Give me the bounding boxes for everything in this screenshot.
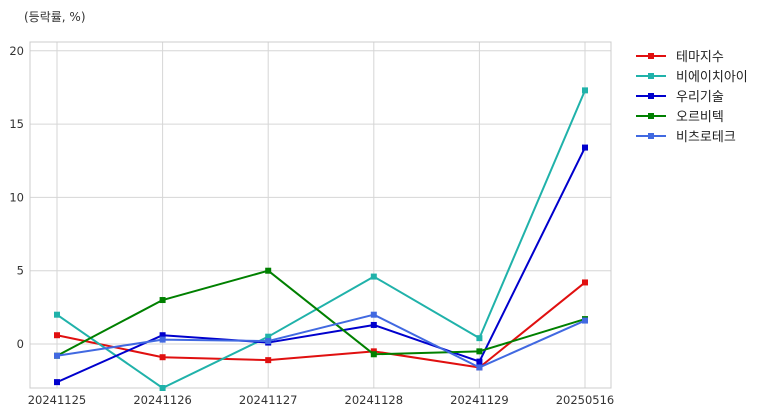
grid bbox=[30, 42, 611, 388]
legend-marker bbox=[648, 53, 654, 59]
data-point bbox=[370, 351, 377, 358]
data-point bbox=[159, 336, 166, 343]
legend-entry: 오르비텍 bbox=[636, 110, 724, 125]
data-point bbox=[265, 267, 272, 274]
legend-label: 비에이치아이 bbox=[676, 70, 748, 85]
legend-marker bbox=[648, 93, 654, 99]
data-point bbox=[54, 332, 60, 339]
data-point bbox=[582, 87, 588, 94]
x-tick-label: 20250516 bbox=[556, 393, 615, 407]
legend-label: 비츠로테크 bbox=[676, 130, 736, 145]
data-point bbox=[159, 332, 166, 339]
axis-ticks: 0 5 10 15 20 20241125 20241126 20241127 20241128… bbox=[9, 44, 614, 407]
data-point bbox=[476, 358, 483, 365]
data-point bbox=[582, 144, 588, 151]
series-line bbox=[56, 269, 586, 357]
x-tick-label: 20241126 bbox=[133, 393, 192, 407]
legend-entry: 비츠로테크 bbox=[636, 130, 736, 145]
plot-frame bbox=[29, 41, 612, 389]
series-line bbox=[56, 313, 586, 369]
y-tick-label: 0 bbox=[17, 337, 24, 351]
data-point bbox=[265, 338, 272, 345]
data-point bbox=[476, 364, 483, 371]
legend-marker bbox=[648, 133, 654, 139]
legend-marker bbox=[648, 73, 654, 79]
data-point bbox=[582, 317, 588, 324]
series-5 bbox=[54, 311, 588, 371]
series-line bbox=[56, 281, 586, 369]
series-3 bbox=[54, 144, 588, 386]
data-point bbox=[159, 354, 166, 361]
x-tick-label: 20241128 bbox=[345, 393, 404, 407]
x-tick-label: 20241129 bbox=[450, 393, 509, 407]
y-tick-label: 15 bbox=[9, 117, 24, 131]
y-tick-label: 5 bbox=[17, 264, 24, 278]
unit-label: (등락률, %) bbox=[24, 10, 86, 24]
data-point bbox=[582, 279, 588, 286]
series-line bbox=[56, 89, 586, 389]
data-point bbox=[476, 335, 483, 342]
data-point bbox=[370, 311, 377, 318]
data-point bbox=[54, 379, 60, 386]
data-point bbox=[370, 321, 377, 328]
data-point bbox=[54, 352, 60, 359]
y-tick-label: 10 bbox=[9, 190, 24, 204]
legend-entry: 비에이치아이 bbox=[636, 70, 748, 85]
data-point bbox=[370, 273, 377, 280]
data-point bbox=[265, 333, 272, 340]
data-point bbox=[159, 297, 166, 304]
legend-entry: 우리기술 bbox=[636, 90, 724, 105]
legend-label: 오르비텍 bbox=[676, 110, 724, 125]
data-point bbox=[54, 311, 60, 318]
series-1 bbox=[54, 279, 588, 371]
legend-marker bbox=[648, 113, 654, 119]
data-point bbox=[265, 357, 272, 364]
series-2 bbox=[54, 87, 588, 391]
legend-label: 우리기술 bbox=[676, 90, 724, 105]
series-group bbox=[54, 87, 588, 391]
legend-entry: 테마지수 bbox=[636, 50, 724, 65]
x-tick-label: 20241127 bbox=[239, 393, 298, 407]
legend-label: 테마지수 bbox=[676, 50, 724, 65]
data-point bbox=[159, 385, 166, 391]
y-tick-label: 20 bbox=[9, 44, 24, 58]
x-tick-label: 20241125 bbox=[28, 393, 87, 407]
data-point bbox=[476, 348, 483, 355]
